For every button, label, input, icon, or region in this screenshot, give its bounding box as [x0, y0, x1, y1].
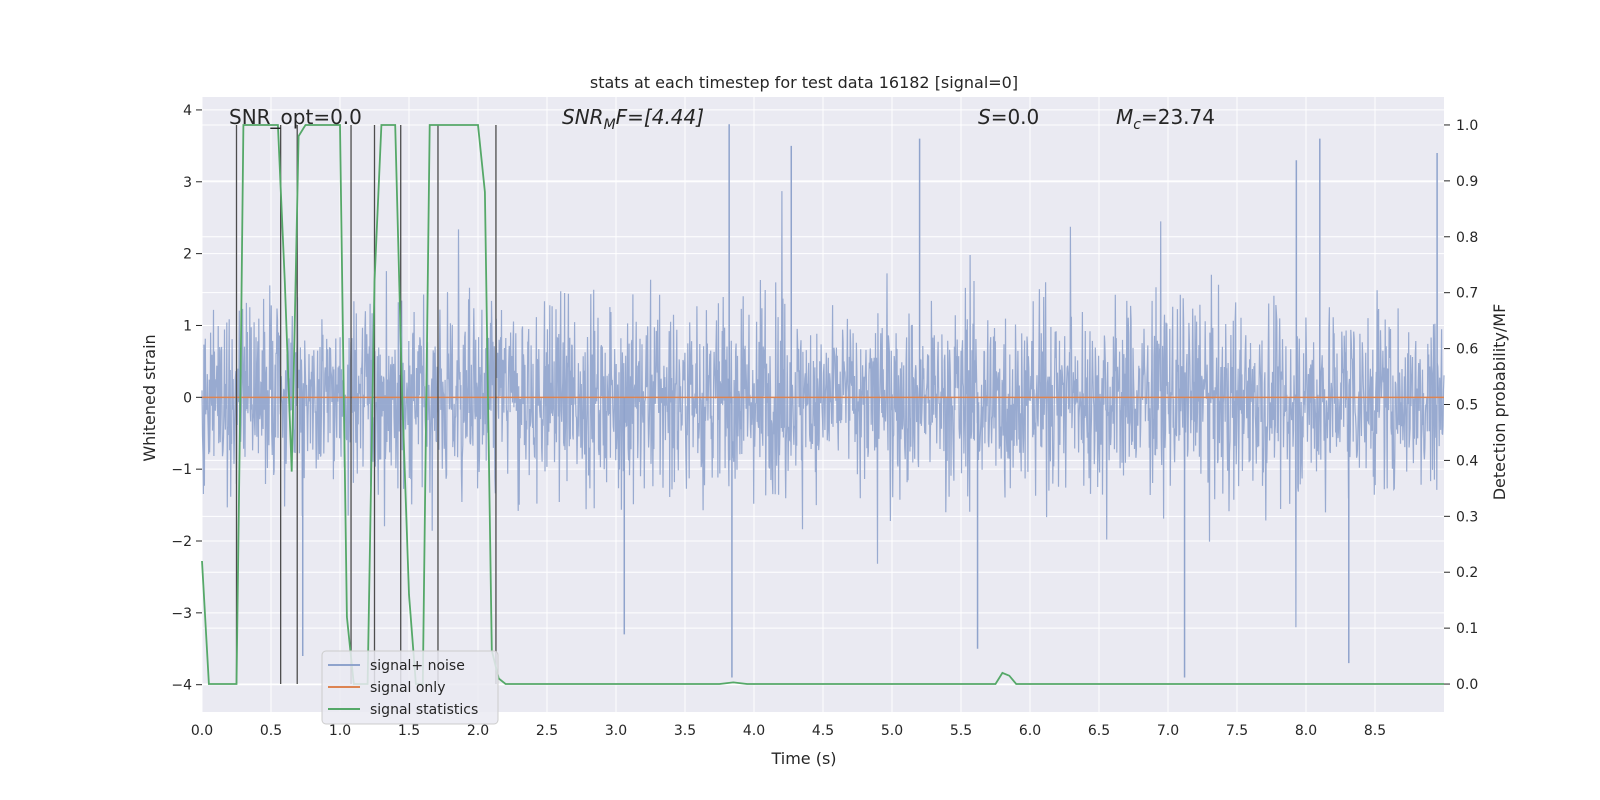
annotation-snr-mf-main: SNR: [562, 105, 604, 129]
y-axis-label: Whitened strain: [140, 334, 159, 461]
marker-lines: [235, 124, 497, 685]
x-tick-label: 4.5: [812, 723, 834, 739]
right-y-tick-label: 0.4: [1456, 453, 1478, 469]
y-tick-label: 2: [183, 247, 192, 263]
x-tick-label: 6.0: [1019, 723, 1041, 739]
x-tick-label: 1.0: [329, 723, 351, 739]
annotation-snr-mf-sub: M: [604, 117, 616, 133]
right-y-tick-label: 0.7: [1456, 286, 1478, 302]
annotation-snr-opt: SNR_opt=0.0: [229, 105, 362, 129]
right-y-tick-label: 0.0: [1456, 677, 1478, 693]
annotation-s-main: S: [978, 105, 991, 129]
annotation-mc: Mc=23.74: [1116, 105, 1215, 133]
series-signal-statistics: [201, 124, 1444, 685]
y-tick-label: −3: [171, 606, 192, 622]
signal-noise-line: [201, 191, 1445, 628]
right-y-tick-label: 0.5: [1456, 398, 1478, 414]
annotation-snr-mf: SNRMF=[4.44]: [562, 105, 704, 133]
right-y-tick-labels: 1.0 0.9 0.8 0.7 0.6 0.5 0.4 0.3 0.2 0.1 0.0: [1444, 118, 1478, 693]
legend-label-signal-only: signal only: [370, 680, 445, 696]
y-tick-label: 0: [183, 390, 192, 406]
x-tick-label: 8.0: [1295, 723, 1317, 739]
x-tick-label: 3.0: [605, 723, 627, 739]
x-tick-label: 7.5: [1226, 723, 1248, 739]
x-tick-label: 2.0: [467, 723, 489, 739]
x-tick-label: 2.5: [536, 723, 558, 739]
right-y-tick-label: 0.9: [1456, 174, 1478, 190]
legend-label-signal-noise: signal+ noise: [370, 658, 465, 674]
right-y-tick-label: 0.2: [1456, 565, 1478, 581]
x-tick-label: 1.5: [398, 723, 420, 739]
annotation-mc-rest: =23.74: [1141, 105, 1215, 129]
x-tick-labels: 0.0 0.5 1.0 1.5 2.0 2.5 3.0 3.5 4.0 4.5 5.0 5.5 6.0 6…: [191, 723, 1386, 739]
x-tick-label: 7.0: [1157, 723, 1179, 739]
x-axis-label: Time (s): [770, 749, 836, 768]
y-tick-label: −4: [171, 678, 192, 694]
y-tick-label: 4: [183, 103, 192, 119]
legend: signal+ noise signal only signal statist…: [321, 650, 499, 725]
right-y-tick-label: 1.0: [1456, 118, 1478, 134]
x-tick-label: 5.0: [881, 723, 903, 739]
x-tick-label: 4.0: [743, 723, 765, 739]
legend-label-signal-statistics: signal statistics: [370, 702, 478, 718]
chart-title: stats at each timestep for test data 161…: [590, 73, 1018, 92]
annotation-s-rest: =0.0: [991, 105, 1040, 129]
y-tick-labels: 4 3 2 1 0 −1 −2 −3 −4: [171, 103, 202, 694]
x-tick-label: 8.5: [1364, 723, 1386, 739]
annotation-mc-main: M: [1116, 105, 1133, 129]
x-tick-label: 6.5: [1088, 723, 1110, 739]
right-y-tick-label: 0.6: [1456, 342, 1478, 358]
right-y-axis-label: Detection probability/MF: [1490, 304, 1509, 501]
legend-box: [321, 650, 499, 725]
right-y-tick-label: 0.1: [1456, 621, 1478, 637]
series-signal-noise: [201, 124, 1445, 678]
y-tick-label: −2: [171, 534, 192, 550]
annotation-s: S=0.0: [978, 105, 1039, 129]
x-tick-label: 3.5: [674, 723, 696, 739]
annotation-mc-sub: c: [1133, 117, 1141, 133]
signal-statistics-line: [201, 124, 1444, 685]
right-y-tick-label: 0.8: [1456, 230, 1478, 246]
annotation-snr-mf-rest: F=[4.44]: [616, 105, 704, 129]
right-y-tick-label: 0.3: [1456, 509, 1478, 525]
x-tick-label: 0.5: [260, 723, 282, 739]
y-tick-label: 3: [183, 175, 192, 191]
x-tick-label: 0.0: [191, 723, 213, 739]
x-tick-label: 5.5: [950, 723, 972, 739]
y-tick-label: 1: [183, 318, 192, 334]
y-tick-label: −1: [171, 462, 192, 478]
